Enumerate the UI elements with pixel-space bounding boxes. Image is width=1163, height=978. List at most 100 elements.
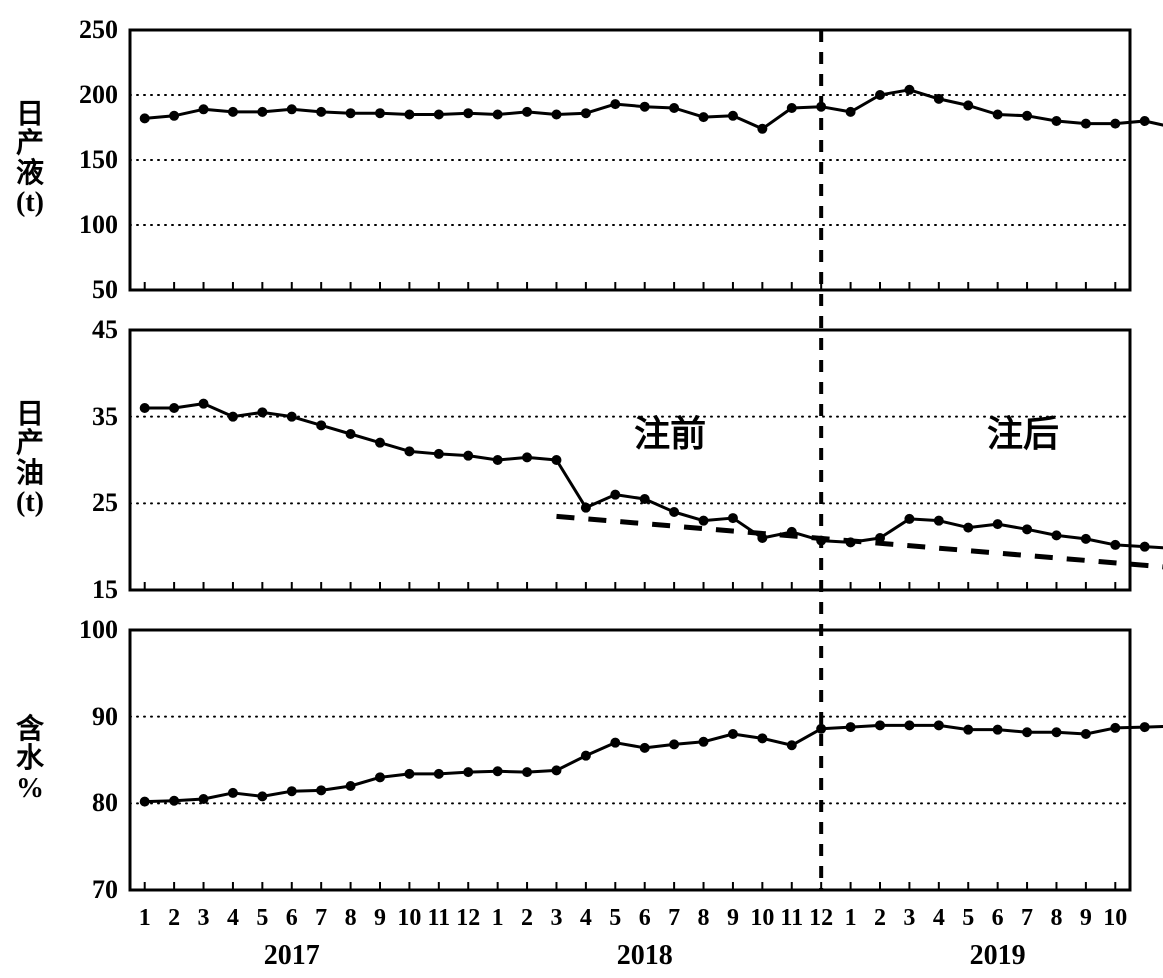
x-tick-label: 12: [456, 905, 480, 932]
series-marker: [258, 107, 267, 116]
series-marker: [287, 105, 296, 114]
series-marker: [1140, 117, 1149, 126]
series-marker: [523, 107, 532, 116]
series-marker: [434, 769, 443, 778]
x-year-label: 2018: [617, 940, 673, 972]
x-tick-label: 10: [397, 905, 421, 932]
series-marker: [905, 721, 914, 730]
series-marker: [405, 447, 414, 456]
series-marker: [346, 430, 355, 439]
y-tick-label: 100: [79, 615, 118, 645]
x-tick-label: 2: [521, 905, 533, 932]
series-marker: [581, 503, 590, 512]
y-tick-label: 25: [92, 488, 118, 518]
series-marker: [346, 782, 355, 791]
y-tick-label: 150: [79, 145, 118, 175]
series-marker: [1081, 730, 1090, 739]
x-tick-label: 5: [609, 905, 621, 932]
series-marker: [1081, 534, 1090, 543]
series-marker: [552, 456, 561, 465]
x-tick-label: 2: [168, 905, 180, 932]
series-marker: [552, 766, 561, 775]
x-tick-label: 3: [903, 905, 915, 932]
series-line-liquid: [145, 90, 1163, 130]
series-marker: [640, 495, 649, 504]
x-tick-label: 7: [668, 905, 680, 932]
x-tick-label: 12: [809, 905, 833, 932]
series-marker: [640, 102, 649, 111]
x-tick-label: 8: [345, 905, 357, 932]
series-marker: [228, 107, 237, 116]
series-marker: [964, 101, 973, 110]
series-marker: [1052, 531, 1061, 540]
x-tick-label: 10: [1103, 905, 1127, 932]
series-marker: [228, 788, 237, 797]
series-marker: [317, 786, 326, 795]
series-marker: [405, 110, 414, 119]
y-tick-label: 250: [79, 15, 118, 45]
series-marker: [552, 110, 561, 119]
series-marker: [523, 768, 532, 777]
series-marker: [464, 768, 473, 777]
panel-border-water: [130, 630, 1130, 890]
series-marker: [1081, 119, 1090, 128]
x-tick-label: 6: [639, 905, 651, 932]
series-marker: [523, 453, 532, 462]
series-marker: [728, 514, 737, 523]
x-tick-label: 9: [727, 905, 739, 932]
series-marker: [170, 404, 179, 413]
series-marker: [376, 773, 385, 782]
x-tick-label: 8: [1050, 905, 1062, 932]
y-tick-label: 80: [92, 788, 118, 818]
x-tick-label: 4: [933, 905, 945, 932]
series-marker: [287, 787, 296, 796]
chart-stage: 50100150200250日产液(t)15253545日产油(t)708090…: [0, 0, 1163, 978]
panel-border-liquid: [130, 30, 1130, 290]
series-marker: [699, 737, 708, 746]
series-marker: [670, 104, 679, 113]
series-marker: [934, 94, 943, 103]
series-marker: [434, 449, 443, 458]
series-marker: [346, 109, 355, 118]
series-marker: [140, 797, 149, 806]
series-marker: [1023, 111, 1032, 120]
series-marker: [611, 490, 620, 499]
series-marker: [876, 721, 885, 730]
series-marker: [934, 516, 943, 525]
series-marker: [993, 520, 1002, 529]
x-tick-label: 5: [962, 905, 974, 932]
x-tick-label: 6: [992, 905, 1004, 932]
series-marker: [405, 769, 414, 778]
series-marker: [228, 412, 237, 421]
series-marker: [699, 113, 708, 122]
x-tick-label: 2: [874, 905, 886, 932]
x-year-label: 2019: [970, 940, 1026, 972]
series-marker: [581, 751, 590, 760]
x-tick-label: 6: [286, 905, 298, 932]
x-tick-label: 8: [698, 905, 710, 932]
series-marker: [1052, 728, 1061, 737]
series-marker: [258, 792, 267, 801]
x-tick-label: 11: [427, 905, 450, 932]
series-marker: [905, 85, 914, 94]
series-marker: [728, 111, 737, 120]
series-marker: [817, 724, 826, 733]
series-marker: [846, 107, 855, 116]
x-tick-label: 1: [845, 905, 857, 932]
series-marker: [1052, 117, 1061, 126]
series-marker: [493, 456, 502, 465]
series-marker: [1140, 542, 1149, 551]
series-marker: [170, 796, 179, 805]
x-tick-label: 10: [750, 905, 774, 932]
x-tick-label: 11: [780, 905, 803, 932]
x-tick-label: 5: [256, 905, 268, 932]
series-marker: [493, 767, 502, 776]
series-marker: [434, 110, 443, 119]
series-marker: [1111, 540, 1120, 549]
series-marker: [464, 451, 473, 460]
series-marker: [199, 795, 208, 804]
series-marker: [699, 516, 708, 525]
y-tick-label: 70: [92, 875, 118, 905]
series-marker: [787, 104, 796, 113]
series-marker: [493, 110, 502, 119]
